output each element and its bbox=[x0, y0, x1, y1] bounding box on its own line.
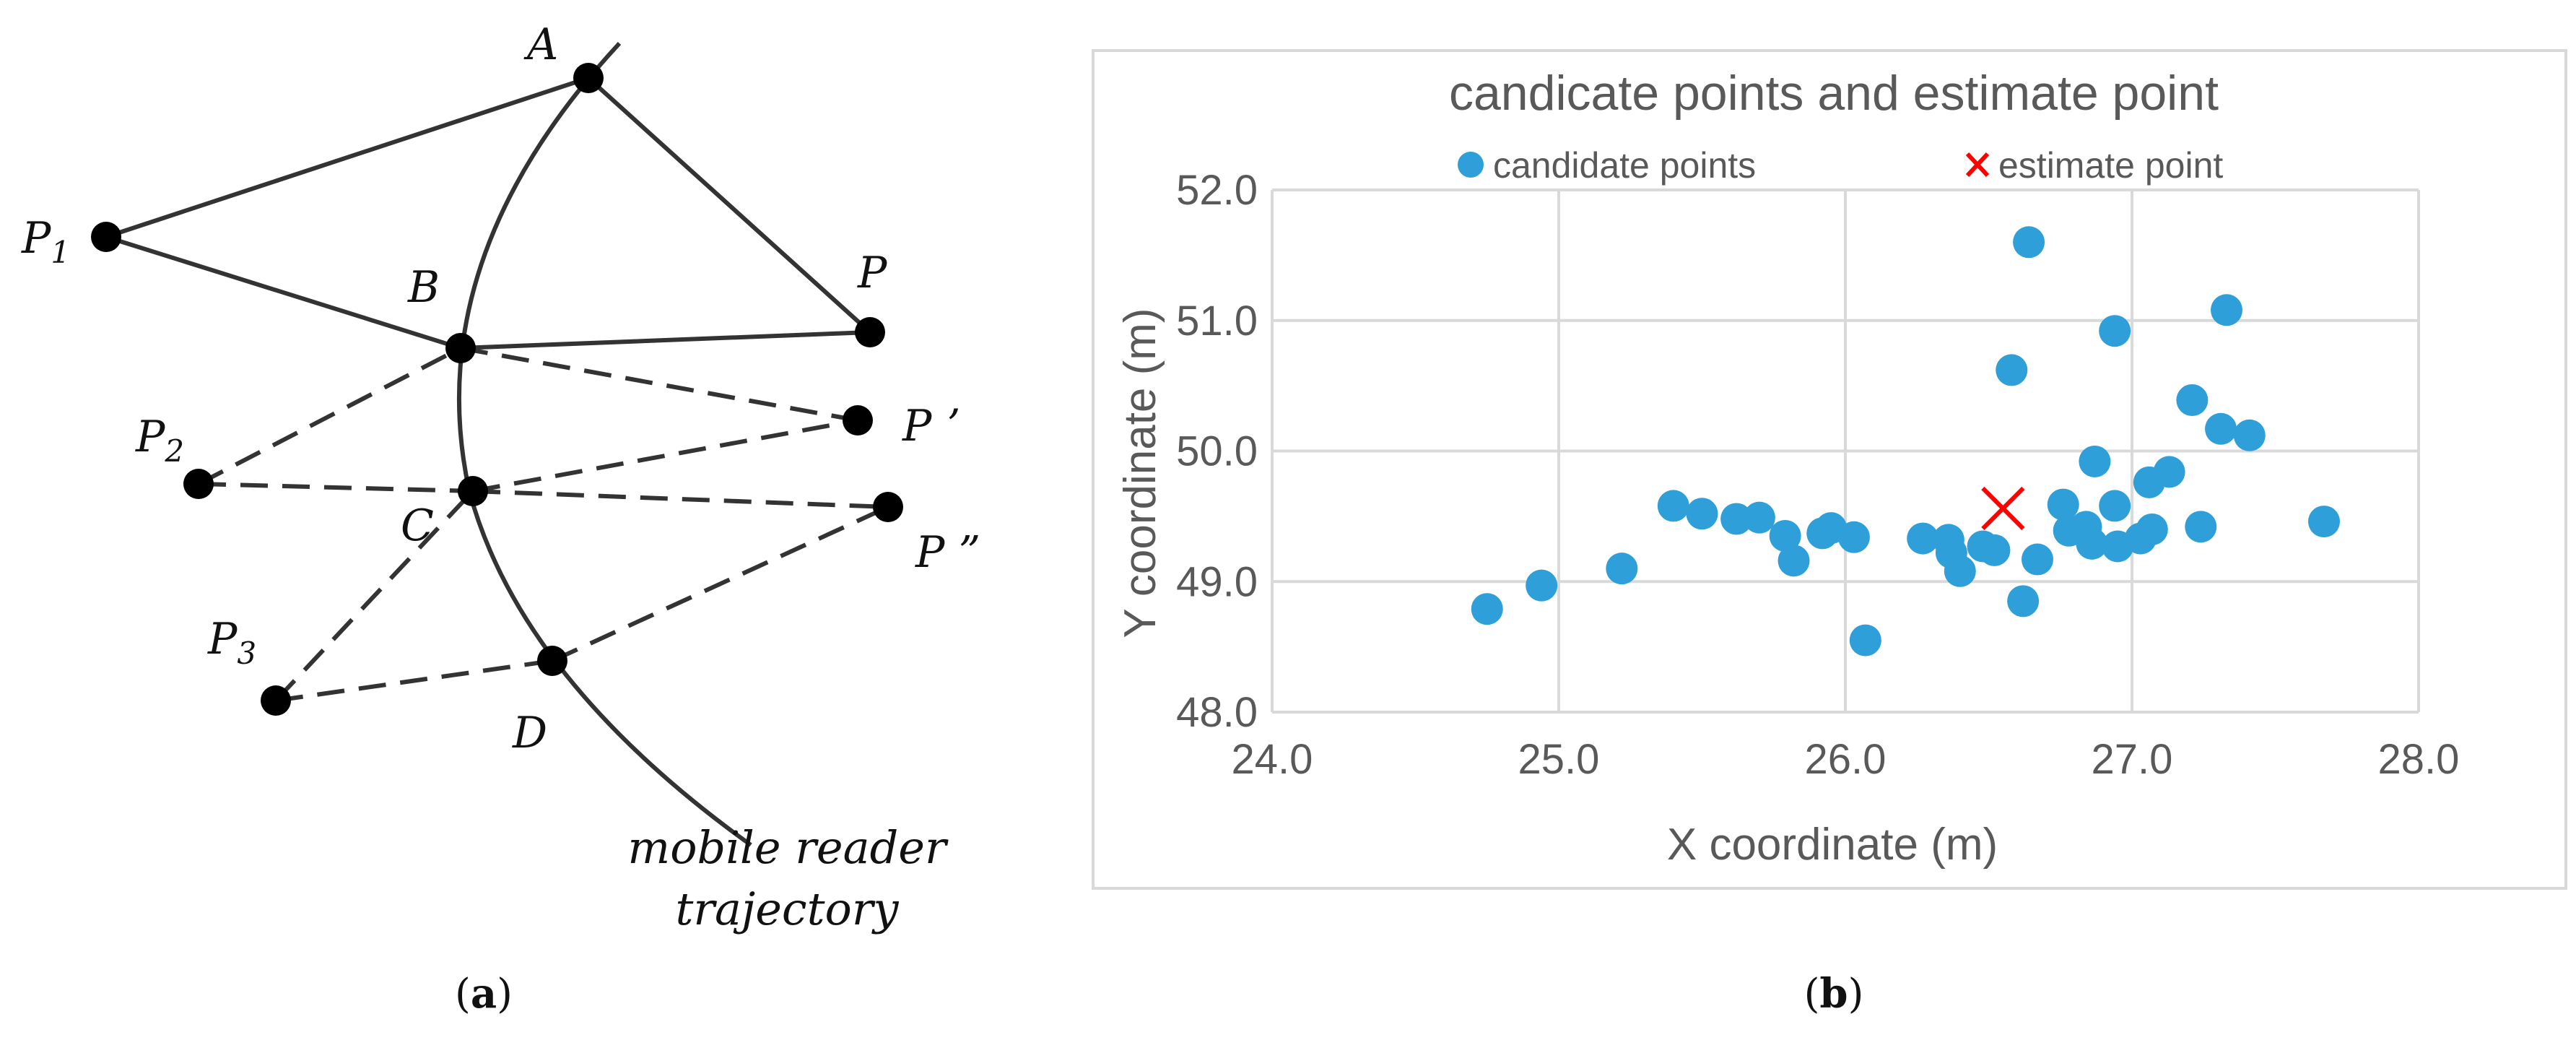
point-pprime bbox=[843, 405, 873, 436]
trajectory-label-line2: trajectory bbox=[675, 883, 899, 935]
y-tick-label: 48.0 bbox=[1176, 689, 1258, 736]
candidate-point bbox=[1720, 503, 1753, 535]
point-p3 bbox=[261, 685, 291, 716]
trajectory-diagram: A B C D P P ʼ P ” P1 P2 P3 mobile reader… bbox=[21, 20, 980, 1018]
candidate-point bbox=[1978, 534, 2011, 566]
label-b: B bbox=[407, 262, 440, 313]
point-c bbox=[458, 476, 488, 506]
x-tick-label: 26.0 bbox=[1805, 736, 1887, 783]
line-a-p bbox=[586, 76, 872, 334]
y-tick-labels: 48.0 49.0 50.0 51.0 52.0 bbox=[1176, 167, 1258, 736]
point-p bbox=[855, 317, 885, 347]
candidate-point bbox=[1837, 521, 1870, 553]
legend-marker-candidate bbox=[1458, 152, 1484, 178]
dashed-lines bbox=[197, 346, 889, 703]
candidate-point bbox=[2136, 513, 2168, 545]
candidate-point bbox=[1777, 545, 1810, 577]
candidate-point bbox=[1743, 501, 1775, 534]
candidate-point bbox=[2021, 543, 2053, 576]
legend-label-candidate: candidate points bbox=[1493, 145, 1756, 186]
chart-marks bbox=[1471, 226, 2340, 656]
point-b bbox=[445, 333, 476, 363]
line-b-pprime bbox=[460, 346, 858, 422]
scatter-chart: candicate points and estimate point cand… bbox=[1092, 49, 2567, 1018]
candidate-point bbox=[1686, 498, 1718, 530]
x-tick-labels: 24.0 25.0 26.0 27.0 28.0 bbox=[1232, 736, 2460, 783]
point-p1 bbox=[91, 222, 121, 252]
caption-b: (b) bbox=[1804, 970, 1864, 1018]
estimate-point bbox=[1981, 486, 2025, 531]
line-p3-c bbox=[274, 489, 475, 703]
y-tick-label: 51.0 bbox=[1176, 298, 1258, 344]
candidate-point bbox=[2047, 488, 2079, 521]
line-p3-d bbox=[275, 659, 553, 703]
label-p1: P1 bbox=[21, 213, 70, 270]
candidate-point bbox=[1769, 519, 1801, 552]
point-d bbox=[537, 646, 567, 676]
chart-grid bbox=[1271, 188, 2420, 714]
point-pdouble bbox=[873, 492, 903, 522]
line-d-pdouble bbox=[551, 505, 889, 663]
candidate-point bbox=[2013, 226, 2045, 259]
x-tick-label: 28.0 bbox=[2378, 736, 2460, 783]
chart-title: candicate points and estimate point bbox=[1449, 66, 2219, 121]
trajectory-curve bbox=[457, 41, 752, 847]
y-tick-label: 50.0 bbox=[1176, 428, 1258, 475]
candidate-point bbox=[2099, 490, 2131, 522]
x-axis-label: X coordinate (m) bbox=[1667, 820, 1998, 870]
label-pprime: P ʼ bbox=[902, 401, 960, 451]
candidate-point bbox=[2185, 511, 2217, 543]
label-d: D bbox=[512, 708, 547, 758]
label-a: A bbox=[523, 20, 558, 70]
x-tick-label: 24.0 bbox=[1232, 736, 1313, 783]
candidate-point bbox=[1907, 522, 1939, 555]
label-pdouble: P ” bbox=[915, 527, 980, 578]
candidate-point bbox=[2007, 585, 2040, 618]
candidate-point bbox=[2211, 294, 2243, 326]
solid-lines bbox=[105, 76, 872, 350]
candidate-point bbox=[1606, 552, 1638, 585]
line-p1-b bbox=[105, 235, 461, 350]
line-p2-b bbox=[197, 346, 462, 486]
trajectory-label-line1: mobile reader bbox=[627, 821, 949, 874]
caption-a: (a) bbox=[455, 970, 513, 1018]
point-p2 bbox=[183, 469, 214, 499]
label-p: P bbox=[857, 248, 888, 298]
line-p1-a bbox=[105, 76, 589, 239]
x-tick-label: 27.0 bbox=[2092, 736, 2173, 783]
line-p2-c bbox=[198, 482, 474, 493]
line-c-pprime bbox=[472, 418, 858, 493]
chart-legend: candidate points estimate point bbox=[1458, 145, 2223, 186]
legend-label-estimate: estimate point bbox=[1998, 145, 2223, 186]
line-c-pdouble bbox=[472, 489, 889, 509]
y-tick-label: 52.0 bbox=[1176, 167, 1258, 214]
candidate-point bbox=[2233, 419, 2266, 451]
candidate-point bbox=[1526, 569, 1558, 602]
label-p2: P2 bbox=[135, 412, 184, 469]
candidate-point bbox=[1471, 593, 1503, 625]
candidate-point bbox=[1657, 490, 1689, 522]
label-c: C bbox=[401, 500, 434, 551]
line-b-p bbox=[460, 330, 871, 350]
candidate-point bbox=[2176, 384, 2209, 417]
label-p3: P3 bbox=[207, 614, 256, 671]
legend-marker-estimate bbox=[1965, 152, 1990, 178]
candidate-point bbox=[2307, 506, 2340, 538]
y-tick-label: 49.0 bbox=[1176, 558, 1258, 605]
candidate-point bbox=[2076, 527, 2108, 560]
candidate-point bbox=[2099, 315, 2131, 347]
point-a bbox=[573, 63, 604, 93]
x-tick-label: 25.0 bbox=[1518, 736, 1600, 783]
candidate-point bbox=[1944, 555, 1976, 587]
candidate-point bbox=[2079, 445, 2111, 477]
candidate-point bbox=[2205, 412, 2237, 445]
y-axis-label: Y coordinate (m) bbox=[1115, 308, 1165, 638]
candidate-point bbox=[1996, 354, 2028, 386]
candidate-point bbox=[1849, 624, 1881, 656]
candidate-point bbox=[2153, 456, 2185, 488]
